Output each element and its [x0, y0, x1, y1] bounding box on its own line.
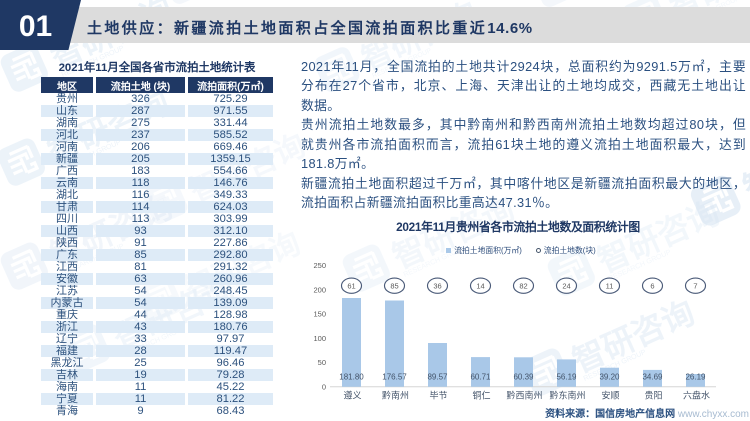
svg-text:6: 6	[650, 281, 654, 290]
svg-text:26.19: 26.19	[685, 373, 706, 382]
svg-text:89.57: 89.57	[427, 373, 448, 382]
svg-text:34.69: 34.69	[642, 373, 663, 382]
svg-text:安顺: 安顺	[601, 390, 619, 401]
svg-text:60.71: 60.71	[470, 373, 491, 382]
svg-text:100: 100	[313, 334, 326, 343]
svg-text:181.80: 181.80	[339, 373, 364, 382]
svg-text:200: 200	[313, 285, 326, 294]
svg-text:85: 85	[390, 281, 398, 290]
svg-text:250: 250	[313, 261, 326, 270]
svg-text:贵阳: 贵阳	[644, 390, 662, 401]
svg-text:56.19: 56.19	[556, 373, 577, 382]
svg-text:毕节: 毕节	[429, 390, 447, 401]
svg-text:六盘水: 六盘水	[683, 390, 710, 401]
svg-text:50: 50	[318, 358, 326, 367]
svg-text:11: 11	[606, 281, 614, 290]
svg-text:36: 36	[433, 281, 441, 290]
svg-text:14: 14	[476, 281, 484, 290]
svg-text:7: 7	[693, 281, 697, 290]
svg-text:61: 61	[347, 281, 355, 290]
svg-text:82: 82	[519, 281, 527, 290]
svg-text:176.57: 176.57	[382, 373, 407, 382]
svg-text:铜仁: 铜仁	[472, 390, 490, 401]
svg-text:遵义: 遵义	[343, 390, 361, 401]
svg-text:39.20: 39.20	[599, 373, 620, 382]
svg-text:黔西南州: 黔西南州	[506, 390, 542, 401]
svg-text:0: 0	[322, 382, 326, 391]
svg-text:黔南州: 黔南州	[382, 390, 409, 401]
svg-text:150: 150	[313, 310, 326, 319]
svg-text:60.39: 60.39	[513, 373, 534, 382]
svg-text:黔东南州: 黔东南州	[549, 390, 585, 401]
svg-text:24: 24	[562, 281, 570, 290]
